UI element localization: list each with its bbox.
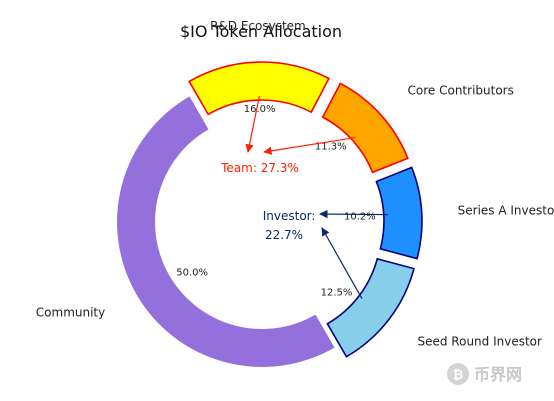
watermark-text: 币界网 [474, 365, 522, 384]
slice-randd-ecosystem [188, 61, 330, 116]
category-label-community: Community [36, 306, 105, 320]
value-label-seed-round-investor: 12.5% [321, 287, 353, 298]
watermark: ₿ 币界网 [447, 363, 522, 385]
arrow-seed-round-investor [321, 227, 363, 299]
investor-annotation: Investor: 22.7% [263, 209, 320, 242]
value-label-core-contributors: 11.3% [315, 142, 347, 153]
arrow-series-a-investor [319, 209, 388, 219]
bitcoin-circle-icon [447, 363, 469, 385]
slice-labels: 16.0% R&D Ecosystem 11.3% Core Contributors… [36, 19, 554, 348]
annotation-arrows [245, 95, 388, 299]
donut-slices [117, 61, 423, 367]
team-annotation: Team: 27.3% [220, 161, 299, 175]
investor-annotation-line-1: Investor: [263, 209, 316, 223]
slice-community [117, 96, 335, 367]
value-label-series-a-investor: 10.2% [344, 211, 376, 222]
arrow-core-contributors [263, 136, 356, 155]
category-label-seed-round-investor: Seed Round Investor [417, 334, 542, 348]
chart-title: $IO Token Allocation [180, 22, 342, 41]
category-label-core-contributors: Core Contributors [408, 84, 514, 98]
category-label-randd-ecosystem: R&D Ecosystem [210, 19, 306, 33]
value-label-randd-ecosystem: 16.0% [244, 104, 276, 115]
team-annotation-text: Team: 27.3% [220, 161, 299, 175]
slice-series-a-investor [375, 166, 423, 260]
bitcoin-symbol: ₿ [453, 368, 464, 383]
arrow-randd-ecosystem [245, 95, 260, 153]
value-label-community: 50.0% [176, 268, 208, 279]
category-label-series-a-investor: Series A Investor [458, 204, 554, 218]
investor-annotation-line-2: 22.7% [265, 228, 303, 242]
slice-core-contributors [321, 82, 409, 174]
slice-seed-round-investor [326, 257, 415, 358]
